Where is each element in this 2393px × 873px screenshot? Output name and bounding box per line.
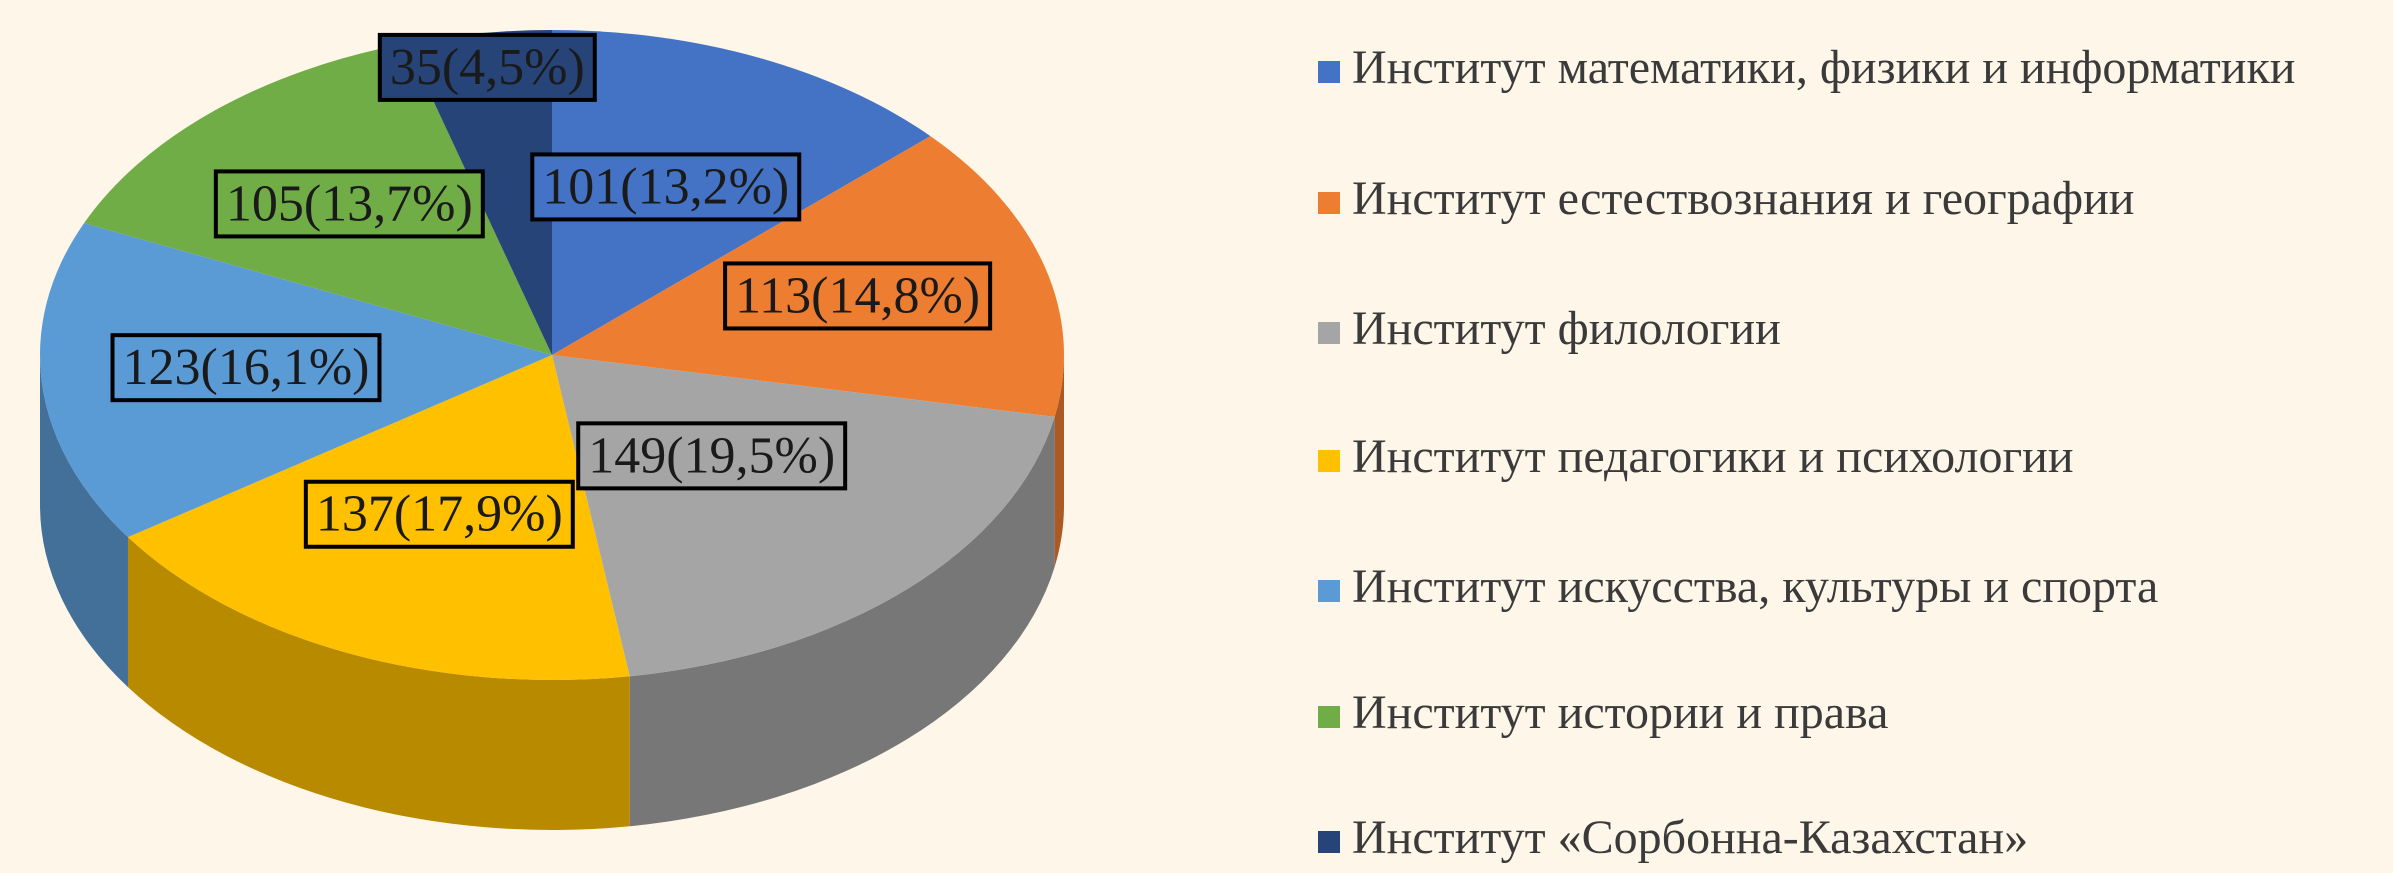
slice-side <box>40 355 128 688</box>
data-label: 123(16,1%) <box>123 339 370 396</box>
data-label-box <box>530 152 802 222</box>
slice-side <box>127 537 630 831</box>
legend: Институт математики, физики и информатик… <box>1318 41 2295 864</box>
legend-marker <box>1318 706 1340 728</box>
legend-label: Институт математики, физики и информатик… <box>1352 41 2295 94</box>
data-label-box <box>303 479 575 549</box>
data-label-box <box>213 169 485 239</box>
legend-marker <box>1318 580 1340 602</box>
data-label-box <box>110 333 382 403</box>
slice-side <box>629 416 1055 827</box>
legend-marker <box>1318 322 1340 344</box>
legend-marker <box>1318 450 1340 472</box>
data-label: 105(13,7%) <box>226 175 473 232</box>
data-label: 35(4,5%) <box>390 39 585 96</box>
legend-label: Институт естествознания и географии <box>1352 172 2134 225</box>
pie-sides <box>40 355 1064 831</box>
data-label: 149(19,5%) <box>588 427 835 484</box>
legend-label: Институт филологии <box>1352 302 1781 355</box>
legend-label: Институт «Сорбонна-Казахстан» <box>1352 811 2028 864</box>
data-label-box <box>377 32 597 102</box>
data-label-box <box>723 261 993 331</box>
legend-marker <box>1318 831 1340 853</box>
legend-label: Институт истории и права <box>1352 686 1888 739</box>
data-label: 101(13,2%) <box>542 158 789 215</box>
legend-label: Институт искусства, культуры и спорта <box>1352 560 2158 613</box>
legend-label: Институт педагогики и психологии <box>1352 430 2074 483</box>
legend-marker <box>1318 61 1340 83</box>
legend-marker <box>1318 192 1340 214</box>
data-label: 113(14,8%) <box>735 267 980 324</box>
data-labels: 101(13,2%) 113(14,8%) 149(19,5%) 137(17,9%)… <box>110 32 993 549</box>
slice-side <box>1054 355 1064 567</box>
data-label: 137(17,9%) <box>316 486 563 543</box>
data-label-box <box>576 421 848 491</box>
